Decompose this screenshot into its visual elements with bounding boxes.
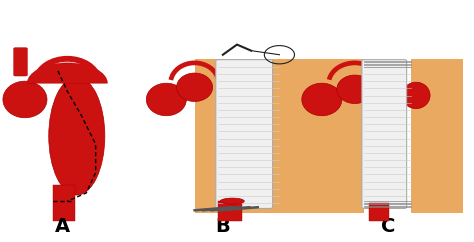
FancyBboxPatch shape [216, 60, 273, 208]
FancyBboxPatch shape [362, 60, 407, 208]
Text: C: C [381, 217, 395, 236]
Ellipse shape [3, 81, 47, 118]
Polygon shape [411, 59, 463, 213]
Bar [53, 185, 75, 221]
Polygon shape [195, 59, 312, 213]
Bar [369, 203, 389, 221]
Ellipse shape [146, 83, 186, 116]
Bar [218, 201, 242, 221]
Ellipse shape [220, 198, 244, 204]
Ellipse shape [49, 77, 105, 195]
Wedge shape [27, 63, 108, 83]
Ellipse shape [337, 75, 373, 104]
Ellipse shape [302, 83, 342, 116]
Polygon shape [312, 59, 364, 213]
FancyBboxPatch shape [14, 48, 27, 76]
Ellipse shape [177, 73, 213, 101]
Text: A: A [55, 217, 70, 236]
Ellipse shape [402, 82, 430, 109]
Text: B: B [216, 217, 230, 236]
